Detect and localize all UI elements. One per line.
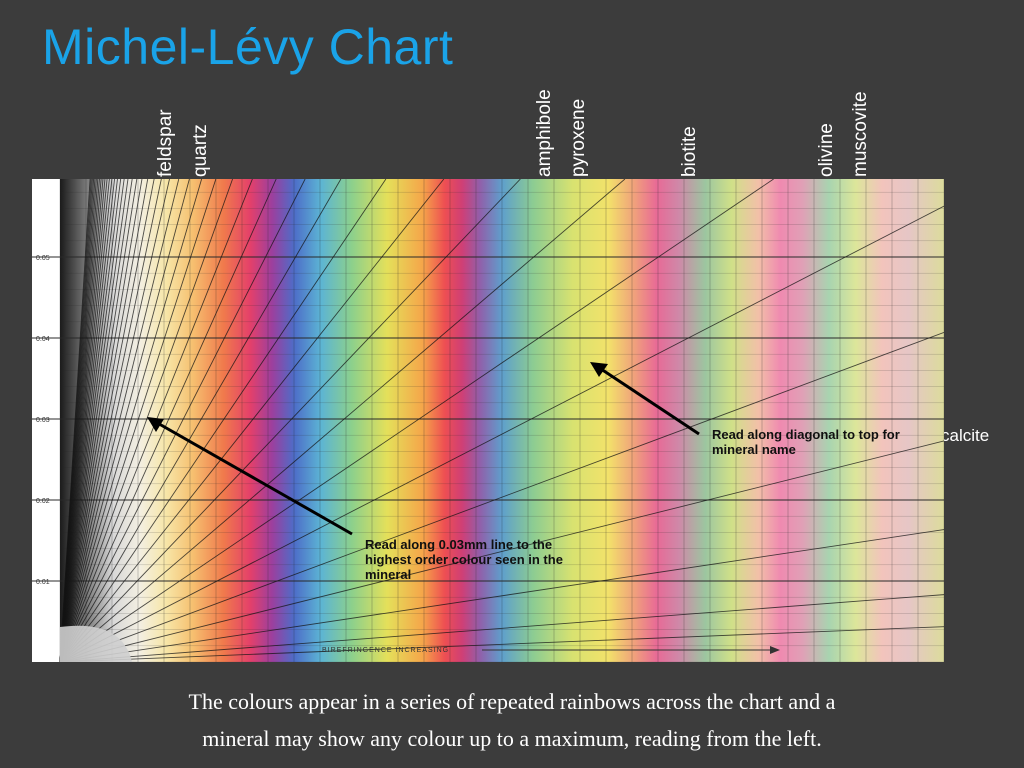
birefringence-line (59, 179, 626, 662)
slide-caption: The colours appear in a series of repeat… (40, 683, 984, 757)
mineral-label-quartz: quartz (190, 124, 211, 177)
birefringence-line (59, 179, 203, 662)
thickness-tick-label: 0.04 (36, 336, 50, 343)
mineral-label-feldspar: feldspar (155, 109, 176, 177)
birefringence-line (59, 179, 217, 662)
birefringence-line (59, 179, 143, 662)
thickness-pointer-arrow (153, 419, 353, 536)
birefringence-line (59, 594, 944, 662)
diagonal-pointer-head (590, 362, 608, 377)
mineral-label-muscovite: muscovite (850, 91, 871, 177)
thickness-axis: 0.05 0.04 0.03 0.02 0.01 (36, 255, 50, 586)
thickness-tick-label: 0.03 (36, 417, 50, 424)
page-title: Michel-Lévy Chart (42, 19, 454, 75)
thickness-tick-label: 0.02 (36, 498, 50, 505)
mineral-label-olivine: olivine (816, 123, 837, 177)
michel-levy-chart: 0.05 0.04 0.03 0.02 0.01 BIREFRINGENCE INCRE… (32, 179, 944, 662)
birefringence-line (59, 179, 118, 662)
birefringence-lines (59, 179, 944, 662)
origin-shading (60, 625, 132, 662)
mineral-label-pyroxene: pyroxene (568, 98, 589, 177)
thickness-tick-label: 0.05 (36, 255, 50, 262)
birefringence-arrow-head (770, 646, 780, 654)
birefringence-line (59, 179, 521, 662)
birefringence-line (59, 440, 944, 662)
mineral-label-biotite: biotite (679, 126, 700, 177)
annotation-diagonal: Read along diagonal to top for mineral n… (712, 427, 900, 457)
birefringence-line (59, 179, 180, 662)
birefringence-line (59, 179, 129, 662)
mineral-label-amphibole: amphibole (534, 89, 555, 177)
birefringence-line (59, 179, 122, 662)
birefringence-line (59, 179, 91, 662)
birefringence-line (59, 205, 944, 662)
birefringence-line (59, 179, 342, 662)
birefringence-line (59, 179, 155, 662)
birefringence-line (59, 529, 944, 662)
birefringence-line (59, 626, 944, 662)
birefringence-line (59, 179, 162, 662)
annotation-thickness: Read along 0.03mm line to the highest or… (365, 537, 563, 582)
caption-line-2: mineral may show any colour up to a maxi… (202, 726, 822, 751)
birefringence-line (59, 179, 774, 662)
birefringence-line (59, 331, 944, 662)
thickness-tick-label: 0.01 (36, 579, 50, 586)
mineral-label-calcite: calcite (941, 426, 990, 445)
birefringence-line (59, 179, 387, 662)
birefringence-increasing-label: BIREFRINGENCE INCREASING (322, 647, 449, 654)
birefringence-line (59, 179, 133, 662)
thickness-pointer-head (147, 417, 164, 432)
chart-grid (32, 179, 944, 662)
birefringence-line (59, 179, 138, 662)
birefringence-line (59, 179, 149, 662)
birefringence-line (59, 179, 125, 662)
birefringence-line (59, 179, 233, 662)
birefringence-line (59, 179, 190, 662)
birefringence-line (59, 179, 277, 662)
birefringence-line (59, 179, 445, 662)
chart-canvas: 0.05 0.04 0.03 0.02 0.01 BIREFRINGENCE INCRE… (32, 179, 944, 662)
birefringence-line (59, 179, 306, 662)
diagonal-pointer-arrow (597, 365, 700, 436)
caption-line-1: The colours appear in a series of repeat… (188, 689, 836, 714)
birefringence-line (59, 179, 170, 662)
